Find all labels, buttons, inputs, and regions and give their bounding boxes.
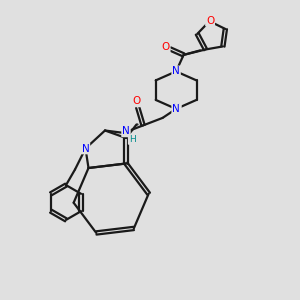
Text: O: O <box>206 16 214 26</box>
Text: O: O <box>161 42 170 52</box>
Text: N: N <box>172 104 180 114</box>
Text: N: N <box>172 66 180 76</box>
Text: N: N <box>122 126 130 136</box>
Text: N: N <box>82 143 89 154</box>
Text: O: O <box>132 96 140 106</box>
Text: H: H <box>129 135 135 144</box>
Text: N: N <box>173 103 181 113</box>
